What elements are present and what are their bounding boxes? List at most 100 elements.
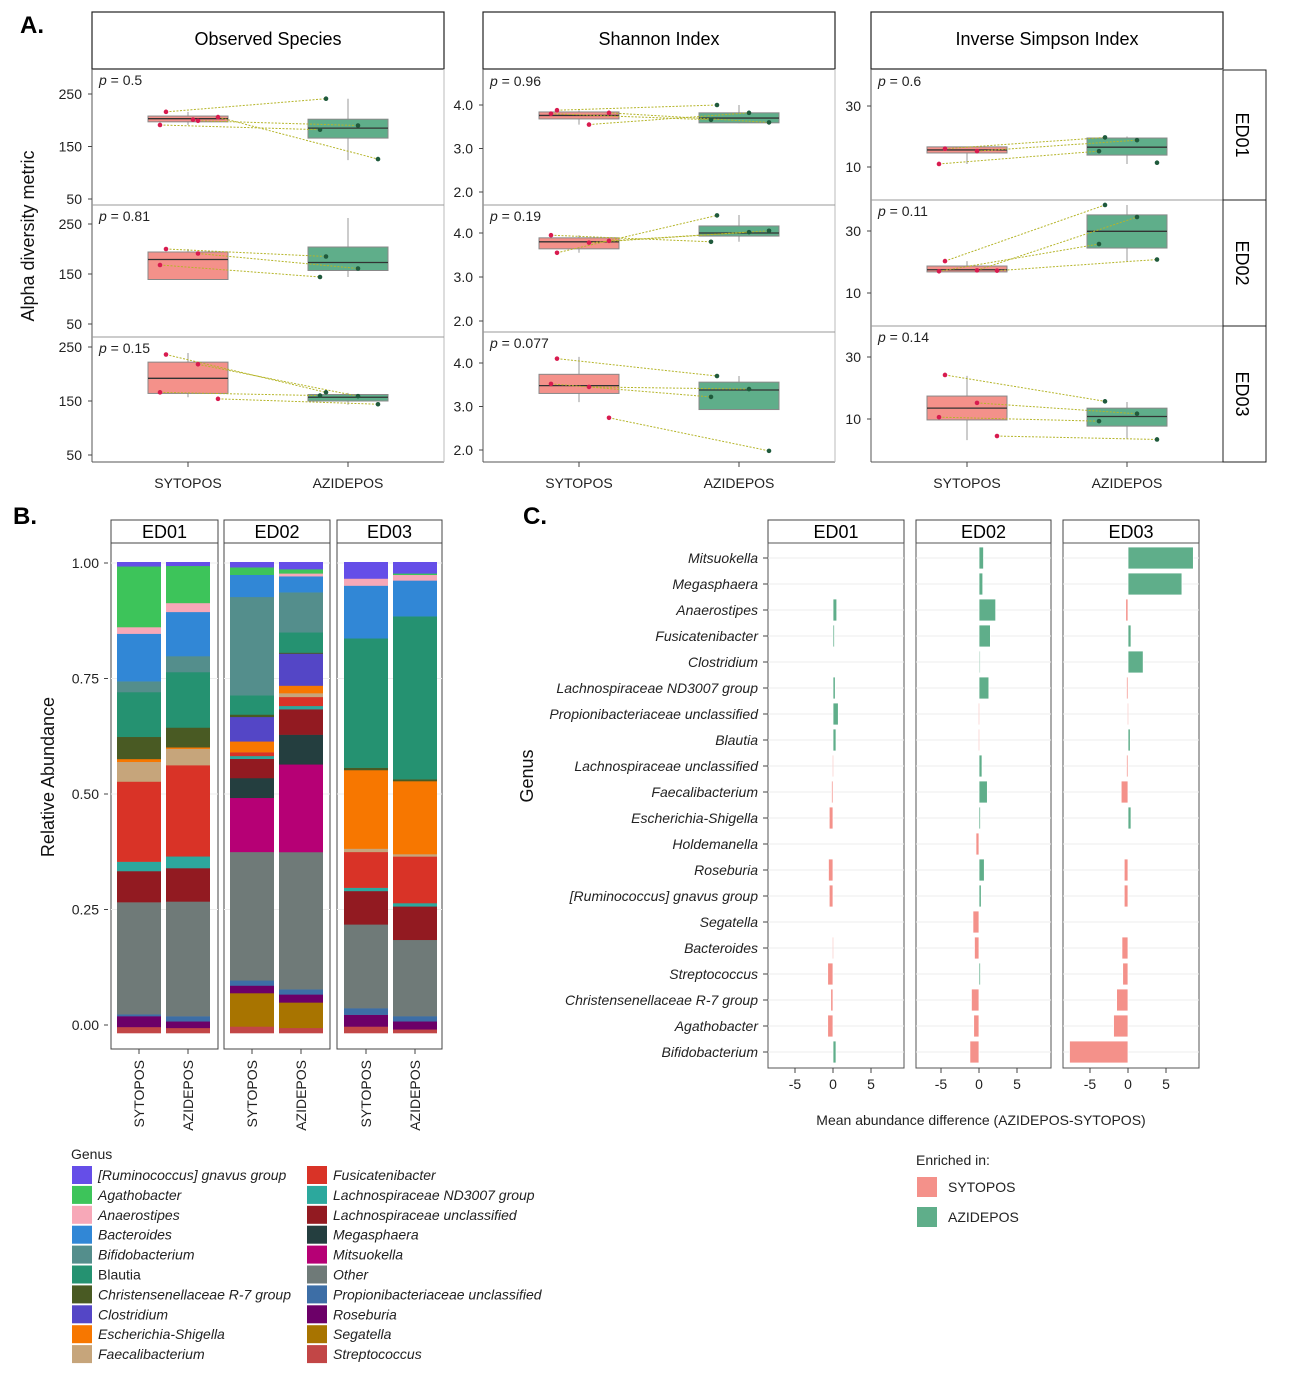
difference-bar	[1069, 1040, 1129, 1064]
y-tick-label: 10	[845, 159, 861, 175]
bar-segment	[279, 989, 323, 995]
bar-segment	[117, 902, 161, 1015]
bar-segment	[166, 1021, 210, 1029]
metric-title: Shannon Index	[598, 29, 719, 49]
metric-title: Observed Species	[194, 29, 341, 49]
legend-label: Mitsuokella	[333, 1247, 403, 1263]
bar-segment	[393, 1021, 437, 1030]
facet-label: ED02	[961, 522, 1006, 542]
data-point	[1096, 418, 1102, 424]
bar-segment	[230, 755, 274, 759]
p-value-label: p = 0.96	[489, 73, 541, 89]
facet-label: ED01	[813, 522, 858, 542]
data-point	[708, 394, 714, 400]
y-tick-label: 4.0	[454, 355, 474, 371]
box-azidepos	[307, 246, 389, 271]
legend-swatch	[307, 1325, 327, 1344]
y-tick-label: 250	[59, 216, 83, 232]
bar-segment	[166, 611, 210, 657]
bar-segment	[344, 887, 388, 892]
legend-swatch	[72, 1345, 92, 1364]
legend-label: Lachnospiraceae unclassified	[333, 1207, 518, 1223]
difference-bar	[1120, 780, 1129, 804]
pair-line	[556, 358, 718, 377]
difference-bar	[977, 728, 981, 752]
data-point	[375, 156, 381, 162]
data-point	[936, 414, 942, 420]
bar-segment	[279, 851, 323, 990]
pair-line	[588, 112, 750, 126]
y-tick-label: 2.0	[454, 442, 474, 458]
pair-line	[165, 248, 327, 257]
difference-bar	[1126, 754, 1129, 778]
difference-bar	[830, 988, 834, 1012]
bar-segment	[230, 752, 274, 757]
pair-line	[938, 243, 1100, 272]
bar-segment	[230, 758, 274, 779]
pair-line	[938, 416, 1100, 422]
x-tick-label: 0	[1124, 1076, 1132, 1092]
bar-segment	[117, 562, 161, 567]
bar-segment	[344, 1014, 388, 1027]
legend-label: Streptococcus	[333, 1346, 422, 1362]
data-point	[317, 127, 323, 132]
x-tick-label: -5	[789, 1076, 802, 1092]
bar-segment	[166, 748, 210, 766]
category-label: Lachnospiraceae ND3007 group	[556, 680, 758, 696]
pair-line	[588, 386, 750, 390]
difference-bar	[827, 1014, 834, 1038]
data-point	[1102, 202, 1108, 208]
pair-line	[217, 398, 379, 405]
bar-segment	[393, 1016, 437, 1022]
bar-segment	[279, 573, 323, 577]
data-point	[586, 240, 592, 245]
category-label: Escherichia-Shigella	[631, 810, 758, 826]
difference-bar	[1122, 962, 1129, 986]
data-point	[1134, 411, 1140, 417]
p-value: = 0.077	[498, 335, 549, 351]
legend-swatch	[307, 1265, 327, 1284]
category-label: Agathobacter	[674, 1018, 760, 1034]
legend-title: Enriched in:	[916, 1152, 990, 1168]
pair-line	[996, 435, 1158, 440]
y-tick-label: 0.50	[72, 786, 99, 802]
data-point	[1102, 399, 1108, 404]
metric-strip	[482, 11, 836, 70]
p-symbol: p	[98, 72, 107, 88]
difference-bar	[971, 988, 980, 1012]
bar-segment	[117, 626, 161, 634]
bar-segment	[230, 980, 274, 986]
category-label: Streptococcus	[669, 966, 758, 982]
x-tick-label: 0	[975, 1076, 983, 1092]
difference-bar	[1116, 988, 1129, 1012]
legend-label: Other	[333, 1267, 369, 1283]
data-point	[323, 390, 329, 395]
p-symbol: p	[877, 203, 886, 219]
data-point	[355, 123, 361, 128]
p-value: = 0.19	[498, 208, 541, 224]
category-label: [Ruminococcus] gnavus group	[569, 888, 759, 904]
data-point	[708, 239, 714, 245]
bar-segment	[393, 574, 437, 581]
p-value-label: p = 0.11	[877, 203, 928, 219]
difference-bar	[832, 598, 838, 622]
bar-segment	[230, 716, 274, 742]
row-strip	[1222, 325, 1267, 463]
x-tick-label: AZIDEPOS	[704, 475, 775, 491]
difference-bar	[1123, 884, 1129, 908]
data-point	[936, 161, 942, 167]
difference-bar	[978, 598, 997, 622]
bar-segment	[279, 632, 323, 653]
pair-line	[197, 253, 359, 269]
bar-segment	[230, 695, 274, 715]
bar-segment	[166, 868, 210, 902]
p-value-label: p = 0.81	[98, 208, 150, 224]
category-label: Megasphaera	[672, 576, 758, 592]
y-tick-label: 150	[59, 393, 83, 409]
difference-bar	[973, 1014, 980, 1038]
bar-segment	[393, 616, 437, 780]
data-point	[554, 250, 560, 256]
p-symbol: p	[489, 73, 498, 89]
data-point	[606, 415, 612, 421]
legend-label: Roseburia	[333, 1306, 397, 1322]
